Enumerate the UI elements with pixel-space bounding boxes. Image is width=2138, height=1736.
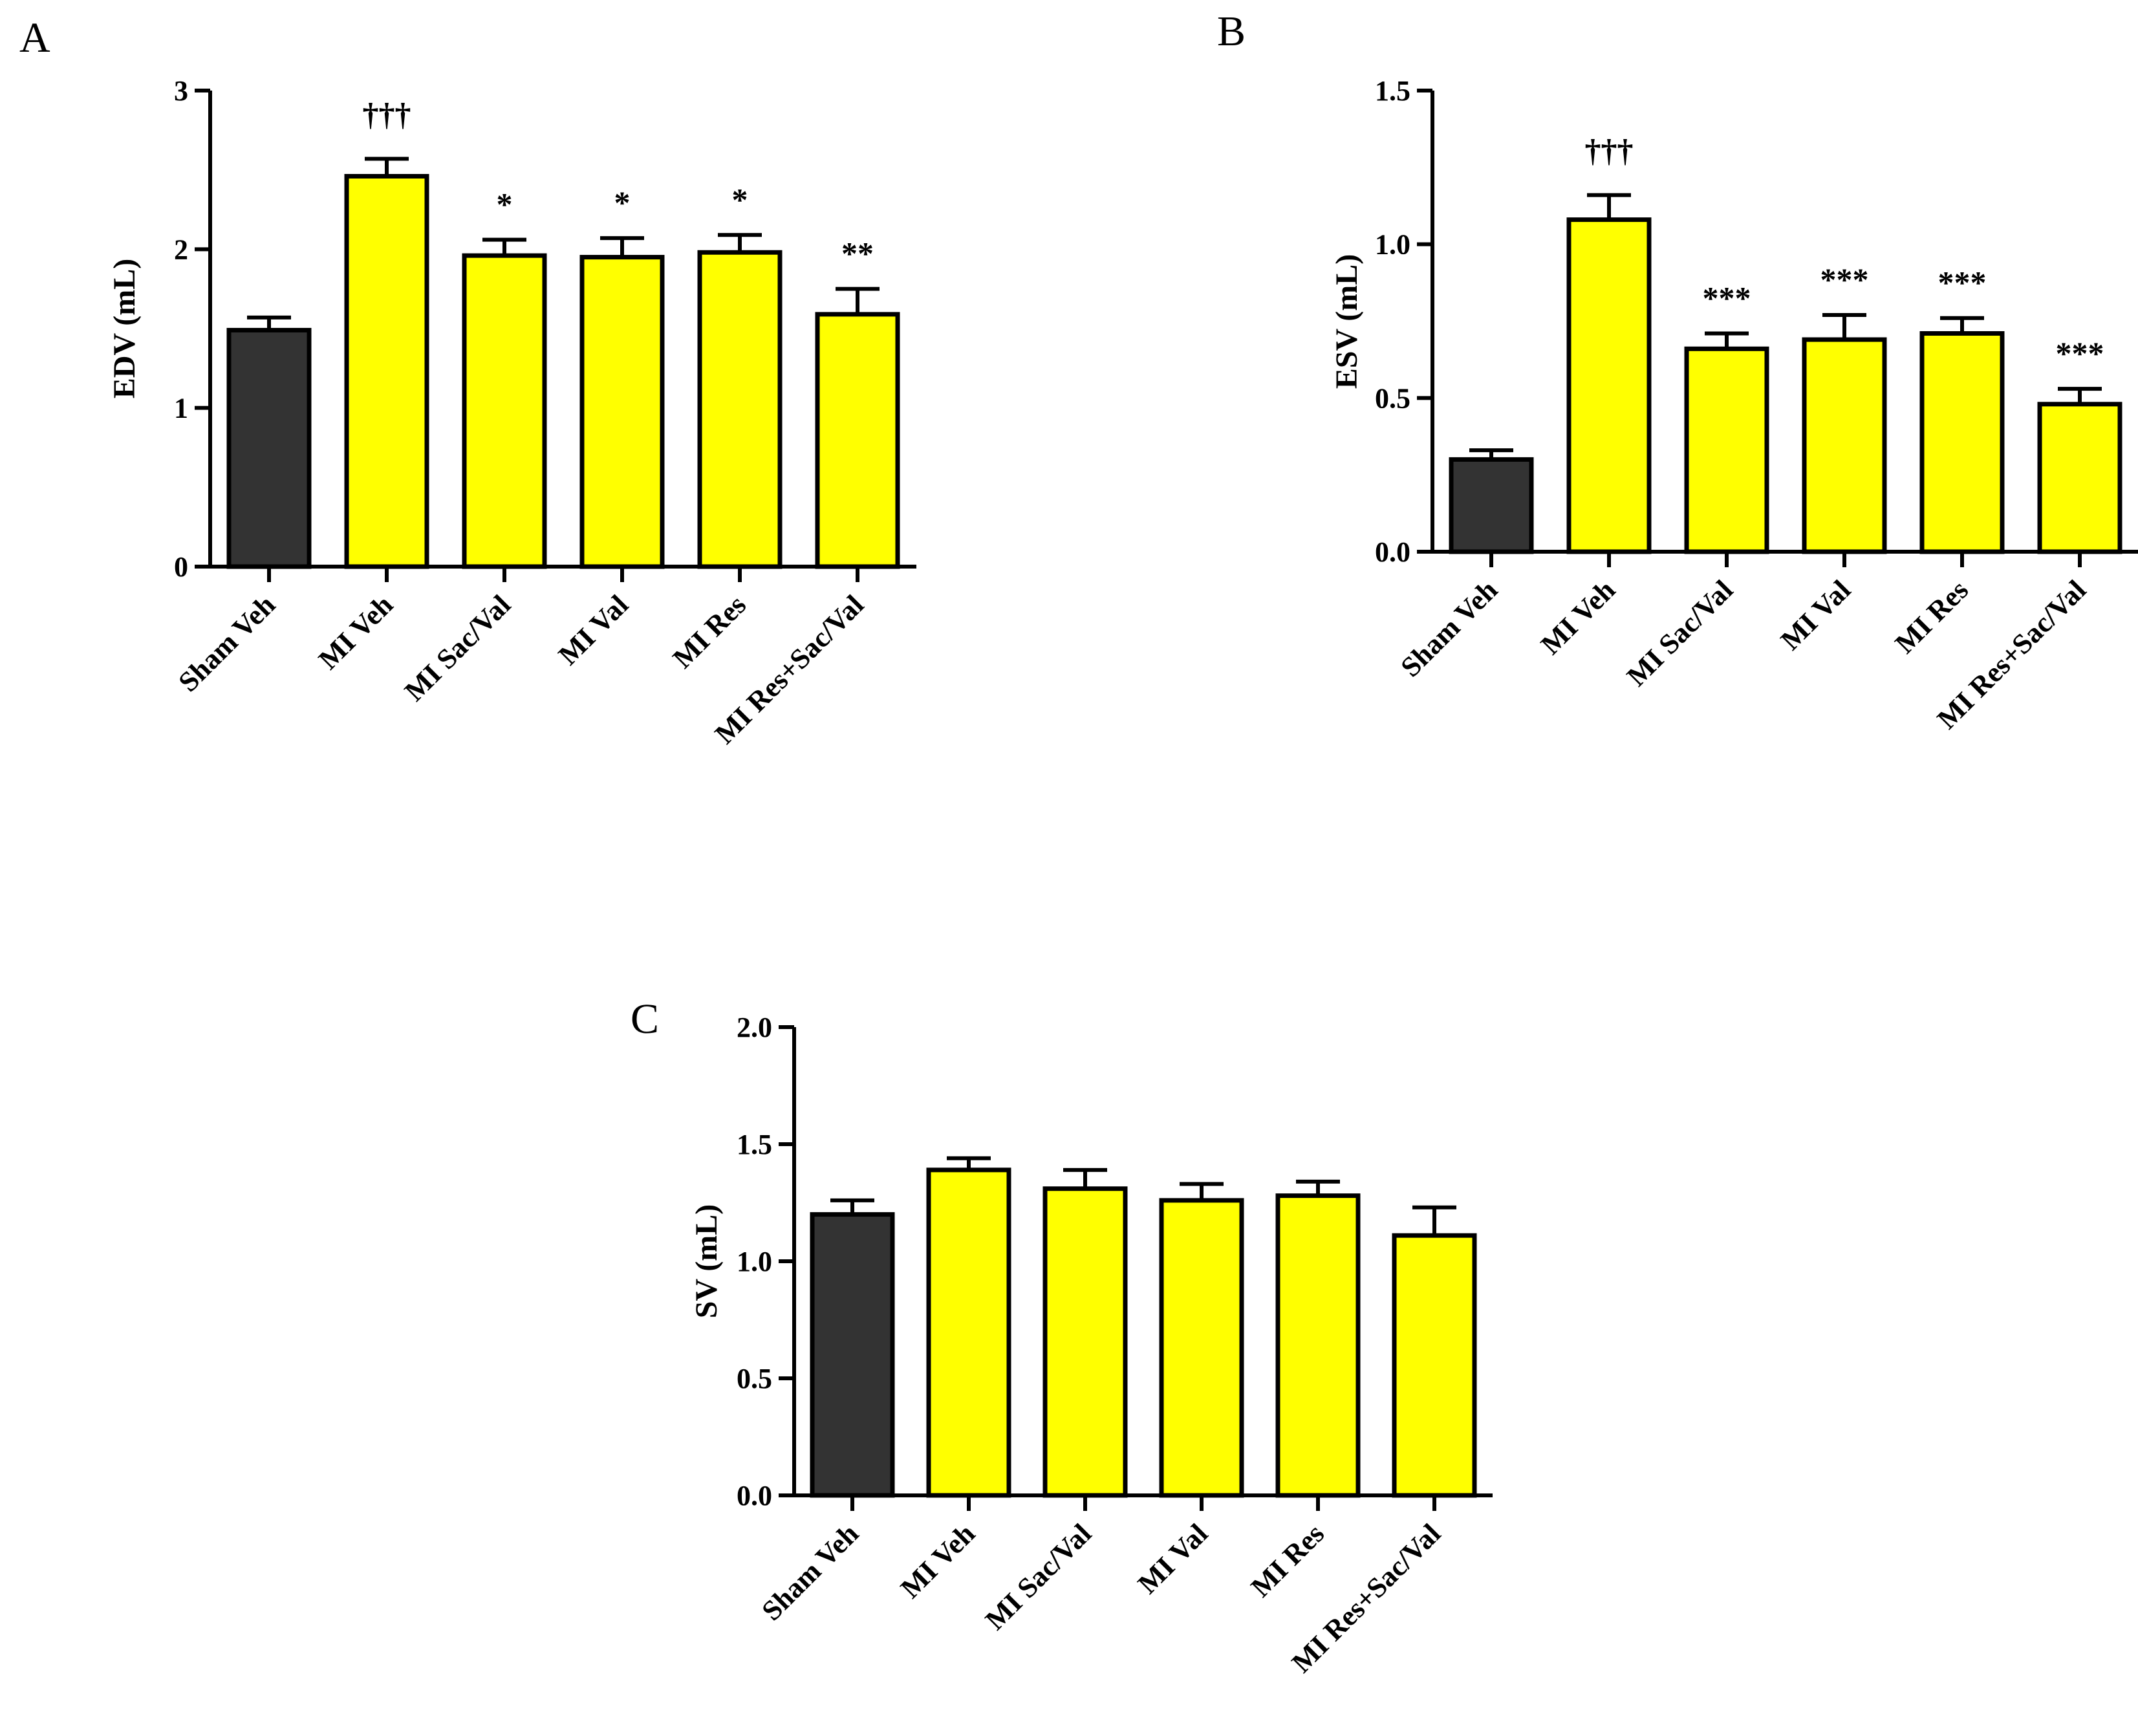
significance-dagger-label: ††† xyxy=(363,96,411,132)
significance-star-label: * xyxy=(732,181,748,217)
bar xyxy=(344,173,429,569)
bar xyxy=(226,327,312,569)
panel-c-sv-chart: C 0.00.51.01.52.0SV (mL)Sham Veh MI VehMI… xyxy=(631,995,1493,1679)
bar xyxy=(1449,457,1534,554)
y-tick-label: 0 xyxy=(174,551,188,583)
bar xyxy=(1684,346,1769,554)
bar xyxy=(462,253,547,569)
bar xyxy=(2037,402,2122,554)
y-tick-label: 0.5 xyxy=(1375,382,1410,414)
panel-label-b: B xyxy=(1217,8,1246,55)
y-tick-label: 2.0 xyxy=(737,1012,772,1043)
significance-dagger-label: ††† xyxy=(1585,133,1634,169)
y-tick-label: 1.5 xyxy=(737,1129,772,1160)
bar xyxy=(697,250,783,569)
category-label: MI Res xyxy=(1889,574,1974,659)
bar xyxy=(1275,1193,1361,1498)
significance-star-label: *** xyxy=(1703,280,1751,316)
category-label: MI Res xyxy=(667,589,752,674)
y-tick-label: 1.0 xyxy=(1375,229,1410,261)
bar xyxy=(810,1212,895,1498)
y-axis-label: SV (mL) xyxy=(689,1204,724,1318)
significance-star-label: *** xyxy=(2056,335,2104,371)
panel-label-a: A xyxy=(19,14,50,61)
panel-a-edv-chart: A 0 1 2 3 EDV (mL) Sham Veh MI Veh ††† MI Sac/Va… xyxy=(19,14,916,750)
category-label: MI Val xyxy=(1132,1517,1214,1600)
y-tick-label: 3 xyxy=(174,75,188,107)
category-label: MI Val xyxy=(552,589,634,671)
category-label: MI Veh xyxy=(312,589,399,675)
y-tick-label: 1.0 xyxy=(737,1246,772,1277)
bar xyxy=(1042,1186,1128,1498)
panel-b-esv-chart: B 0.0 0.5 1.0 1.5 ESV (mL) Sham Veh MI Veh ††† M… xyxy=(1217,8,2138,735)
bar xyxy=(1802,337,1887,554)
y-tick-label: 1 xyxy=(174,393,188,424)
category-label: MI Veh xyxy=(1535,574,1621,660)
bar xyxy=(1566,217,1652,554)
category-label: MI Sac/Val xyxy=(979,1517,1097,1636)
category-label: MI Res xyxy=(1245,1517,1330,1603)
category-label: Sham Veh xyxy=(1394,574,1504,683)
y-tick-label: 1.5 xyxy=(1375,75,1410,107)
bar xyxy=(1919,331,2005,554)
bar xyxy=(815,312,900,569)
category-label: MI Sac/Val xyxy=(1621,574,1739,692)
panel-label-c: C xyxy=(631,995,659,1043)
significance-star-label: *** xyxy=(1820,261,1869,298)
bar xyxy=(926,1167,1011,1498)
category-label: Sham Veh xyxy=(755,1517,865,1627)
y-axis-label: EDV (mL) xyxy=(107,259,142,398)
y-tick-label: 0.5 xyxy=(737,1363,772,1394)
category-label: MI Veh xyxy=(894,1517,981,1604)
y-tick-label: 0.0 xyxy=(1375,536,1410,568)
significance-star-label: * xyxy=(497,186,513,222)
y-tick-label: 0.0 xyxy=(737,1480,772,1512)
significance-star-label: ** xyxy=(841,235,874,272)
significance-star-label: * xyxy=(614,184,631,221)
category-label: Sham Veh xyxy=(172,589,281,698)
bar xyxy=(1159,1198,1244,1498)
category-label: MI Sac/Val xyxy=(398,589,517,707)
y-tick-label: 2 xyxy=(174,233,188,265)
category-label: MI Val xyxy=(1775,574,1857,656)
significance-star-label: *** xyxy=(1938,265,1987,301)
y-axis-label: ESV (mL) xyxy=(1330,254,1364,389)
bar xyxy=(1392,1233,1477,1498)
bar xyxy=(579,255,665,569)
